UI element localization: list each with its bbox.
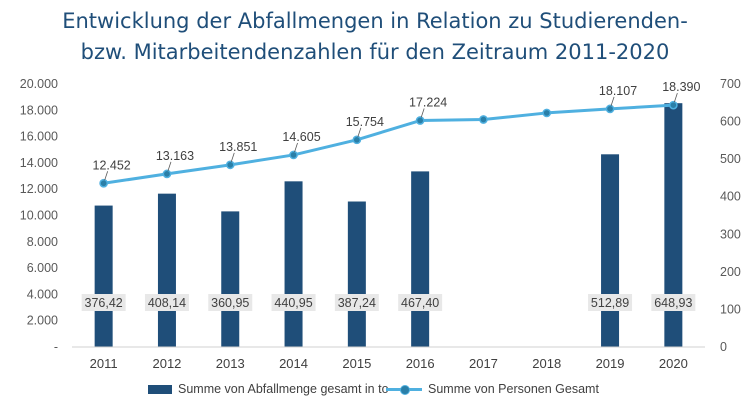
left-axis-tick-label: 20.000 [20,77,58,91]
line-point [415,116,425,125]
x-axis-tick-label: 2019 [596,356,625,371]
left-axis-tick-label: 12.000 [20,182,58,196]
left-axis-tick-label: 18.000 [20,103,58,117]
left-axis-tick-label: 10.000 [20,209,58,223]
bar-label-box [398,294,443,311]
chart-title-line-1: Entwicklung der Abfallmengen in Relation… [62,9,688,33]
bar [347,201,366,347]
bar-label-box [651,294,696,311]
right-axis-tick-label: 300 [720,227,741,241]
line-point [669,100,678,110]
line-value-label: 18.107 [599,84,637,98]
line-label-leader [104,171,109,181]
line-point [99,178,109,188]
x-axis-tick-label: 2012 [152,356,181,371]
line-label-leader [230,152,235,162]
line-point [479,115,488,124]
bar-label-box [144,294,189,311]
bar-value-label: 408,14 [148,296,186,310]
x-axis-tick-label: 2015 [342,356,371,371]
legend: Summe von Abfallmenge gesamt in to Summe… [0,382,750,402]
bar-value-label: 467,40 [401,296,439,310]
line-point [162,169,172,179]
line-point [542,108,552,118]
right-axis-tick-label: 200 [720,265,741,279]
right-axis-tick-label: 500 [720,152,741,166]
line-value-label: 13.163 [156,149,194,163]
right-axis-tick-label: 100 [720,302,741,316]
bar-label-box [271,294,316,311]
chart-title-line-2: bzw. Mitarbeitendenzahlen für den Zeitra… [80,40,670,64]
legend-label-line: Summe von Personen Gesamt [428,382,599,396]
bar [601,154,620,347]
x-axis-tick-label: 2014 [279,356,308,371]
line-point [289,150,298,160]
bar-value-label: 376,42 [85,296,123,310]
line-label-leader [357,127,362,137]
line-label-leader [610,96,615,107]
chart-title: Entwicklung der Abfallmengen in Relation… [0,6,750,68]
bar-value-label: 648,93 [654,296,692,310]
line-label-leader [673,93,678,103]
right-axis-tick-label: 0 [720,340,727,354]
line-point [225,160,235,170]
bar [411,171,430,347]
left-axis-tick-label: 14.000 [20,156,58,170]
left-axis-tick-label: 8.000 [27,235,58,249]
x-axis-tick-label: 2018 [532,356,561,371]
left-axis-tick-label: 2.000 [27,314,58,328]
x-axis-tick-label: 2020 [659,356,688,371]
left-axis-tick-label: 4.000 [27,287,58,301]
line-label-leader [420,108,425,118]
bar [221,211,240,347]
line-value-label: 12.452 [93,158,131,172]
bar [664,103,683,347]
x-axis-tick-label: 2017 [469,356,498,371]
left-axis-tick-label: 16.000 [20,130,58,144]
line-label-leader [167,161,172,172]
line-point [605,104,615,114]
bar [284,181,303,347]
legend-item-bars: Summe von Abfallmenge gesamt in to [148,382,389,396]
bar-label-box [208,294,253,311]
x-axis-tick-label: 2011 [90,356,118,371]
line-value-label: 14.605 [282,130,320,144]
bar-value-label: 512,89 [591,296,629,310]
bar [94,205,113,347]
legend-line-swatch [386,383,422,395]
x-axis-tick-label: 2013 [216,356,245,371]
right-axis-tick-label: 700 [720,77,741,91]
line-value-label: 17.224 [409,96,447,110]
bar-value-label: 360,95 [211,296,249,310]
bar-value-label: 387,24 [338,296,376,310]
line-series [103,103,674,185]
legend-item-line: Summe von Personen Gesamt [386,382,599,396]
legend-label-bars: Summe von Abfallmenge gesamt in to [178,382,389,396]
line-point [352,135,362,145]
bar-value-label: 440,95 [274,296,312,310]
bar-label-box [588,294,633,311]
right-axis-tick-label: 400 [720,190,741,204]
bar-label-box [334,294,379,311]
x-axis-tick-label: 2016 [406,356,435,371]
line-label-leader [294,142,298,153]
legend-bar-swatch [148,384,172,394]
left-axis-tick-label: 6.000 [27,261,58,275]
right-axis-tick-label: 600 [720,115,741,129]
bar [157,193,176,347]
line-value-label: 13.851 [219,140,257,154]
line-value-label: 15.754 [346,115,384,129]
bar-label-box [81,294,126,311]
line-value-label: 18.390 [662,80,700,94]
left-axis-tick-label: - [54,340,58,354]
